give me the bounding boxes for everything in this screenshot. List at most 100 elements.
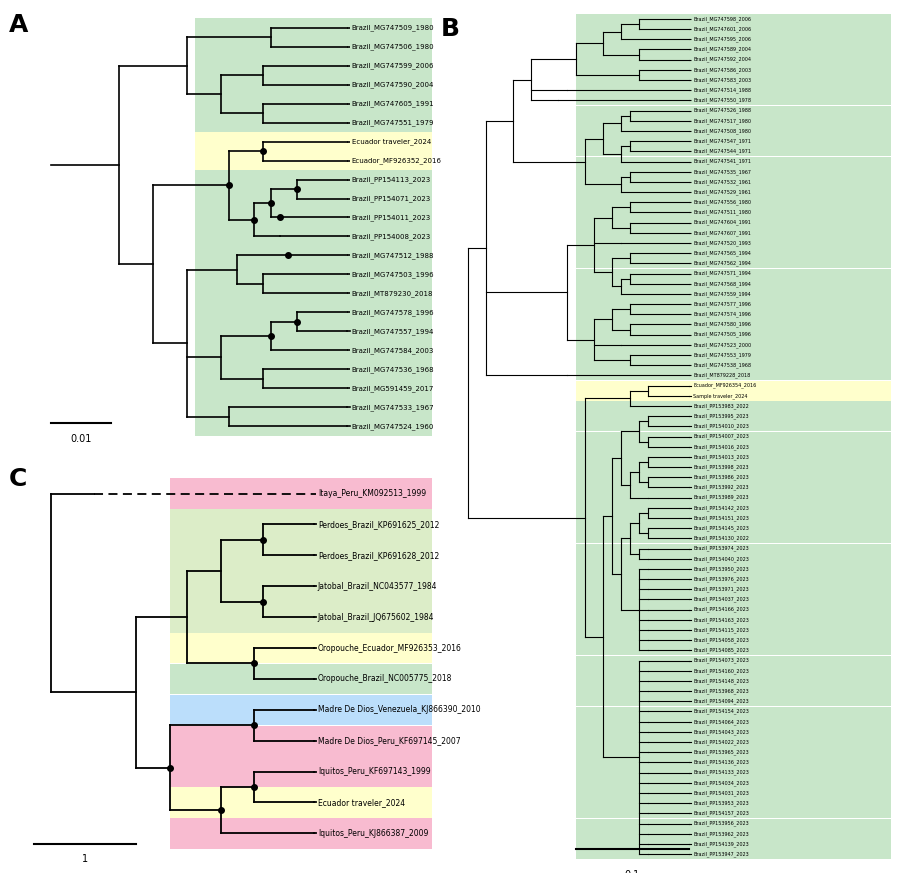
FancyBboxPatch shape (576, 422, 891, 431)
FancyBboxPatch shape (576, 361, 891, 370)
FancyBboxPatch shape (576, 330, 891, 340)
FancyBboxPatch shape (576, 615, 891, 625)
Text: Brazil_MG747514_1988: Brazil_MG747514_1988 (693, 87, 751, 93)
Text: Brazil_PP153971_2023: Brazil_PP153971_2023 (693, 587, 749, 592)
FancyBboxPatch shape (576, 686, 891, 697)
Text: 1: 1 (82, 854, 88, 864)
FancyBboxPatch shape (195, 151, 432, 170)
Text: Brazil_PP154130_2022: Brazil_PP154130_2022 (693, 535, 749, 541)
FancyBboxPatch shape (576, 553, 891, 564)
Text: Brazil_MG747529_1961: Brazil_MG747529_1961 (693, 189, 751, 195)
Text: Brazil_MG747584_2003: Brazil_MG747584_2003 (352, 347, 434, 354)
Text: B: B (441, 17, 460, 41)
Text: Brazil_PP154145_2023: Brazil_PP154145_2023 (693, 526, 749, 531)
Text: Brazil_MG747544_1971: Brazil_MG747544_1971 (693, 148, 751, 155)
FancyBboxPatch shape (170, 663, 432, 694)
FancyBboxPatch shape (576, 136, 891, 146)
FancyBboxPatch shape (170, 540, 432, 571)
Text: Brazil_MG591459_2017: Brazil_MG591459_2017 (352, 385, 434, 392)
FancyBboxPatch shape (576, 217, 891, 228)
Text: Brazil_PP154034_2023: Brazil_PP154034_2023 (693, 780, 749, 786)
FancyBboxPatch shape (576, 370, 891, 381)
Text: Brazil_MT879228_2018: Brazil_MT879228_2018 (693, 373, 751, 378)
FancyBboxPatch shape (195, 189, 432, 208)
FancyBboxPatch shape (576, 503, 891, 512)
Text: Brazil_MG747574_1996: Brazil_MG747574_1996 (693, 312, 751, 317)
Text: 0.01: 0.01 (70, 434, 92, 444)
Text: Brazil_MG747578_1996: Brazil_MG747578_1996 (352, 309, 435, 316)
Text: Brazil_PP153995_2023: Brazil_PP153995_2023 (693, 413, 749, 419)
FancyBboxPatch shape (170, 602, 432, 633)
FancyBboxPatch shape (576, 798, 891, 808)
FancyBboxPatch shape (195, 18, 432, 38)
Text: Brazil_MG747571_1994: Brazil_MG747571_1994 (693, 271, 751, 277)
Text: Brazil_PP153989_2023: Brazil_PP153989_2023 (693, 495, 749, 500)
Text: Brazil_PP154133_2023: Brazil_PP154133_2023 (693, 770, 749, 775)
Text: Itaya_Peru_KM092513_1999: Itaya_Peru_KM092513_1999 (318, 489, 426, 498)
FancyBboxPatch shape (170, 757, 432, 787)
FancyBboxPatch shape (576, 819, 891, 828)
FancyBboxPatch shape (576, 299, 891, 309)
Text: Brazil_PP154113_2023: Brazil_PP154113_2023 (352, 176, 431, 183)
FancyBboxPatch shape (576, 320, 891, 329)
Text: Brazil_MG747523_2000: Brazil_MG747523_2000 (693, 342, 752, 347)
Text: Brazil_PP154022_2023: Brazil_PP154022_2023 (693, 739, 749, 745)
Text: Iquitos_Peru_KJ866387_2009: Iquitos_Peru_KJ866387_2009 (318, 828, 428, 838)
Text: Brazil_PP154037_2023: Brazil_PP154037_2023 (693, 596, 749, 602)
FancyBboxPatch shape (576, 391, 891, 401)
FancyBboxPatch shape (195, 227, 432, 246)
Text: Brazil_MG747598_2006: Brazil_MG747598_2006 (693, 16, 751, 22)
Text: Brazil_MT879230_2018: Brazil_MT879230_2018 (352, 290, 433, 297)
FancyBboxPatch shape (576, 839, 891, 849)
Text: Brazil_MG747592_2004: Brazil_MG747592_2004 (693, 57, 751, 63)
FancyBboxPatch shape (576, 808, 891, 819)
Text: Brazil_MG747559_1994: Brazil_MG747559_1994 (693, 291, 751, 297)
Text: Brazil_PP153962_2023: Brazil_PP153962_2023 (693, 831, 749, 836)
Text: Brazil_MG747562_1994: Brazil_MG747562_1994 (693, 260, 751, 266)
FancyBboxPatch shape (170, 633, 432, 663)
Text: Brazil_PP154013_2023: Brazil_PP154013_2023 (693, 454, 749, 460)
FancyBboxPatch shape (195, 170, 432, 189)
FancyBboxPatch shape (576, 197, 891, 207)
Text: Brazil_PP154160_2023: Brazil_PP154160_2023 (693, 668, 749, 674)
Text: Brazil_MG747536_1968: Brazil_MG747536_1968 (352, 366, 435, 373)
Text: Brazil_MG747524_1960: Brazil_MG747524_1960 (352, 423, 434, 430)
FancyBboxPatch shape (576, 278, 891, 289)
Text: Iquitos_Peru_KF697143_1999: Iquitos_Peru_KF697143_1999 (318, 767, 430, 776)
Text: Brazil_PP154151_2023: Brazil_PP154151_2023 (693, 515, 749, 521)
FancyBboxPatch shape (195, 133, 432, 151)
Text: Brazil_PP154073_2023: Brazil_PP154073_2023 (693, 657, 749, 663)
FancyBboxPatch shape (576, 636, 891, 645)
FancyBboxPatch shape (195, 303, 432, 322)
Text: Brazil_MG747547_1971: Brazil_MG747547_1971 (693, 138, 751, 144)
FancyBboxPatch shape (195, 113, 432, 132)
Text: Brazil_PP154154_2023: Brazil_PP154154_2023 (693, 709, 749, 714)
Text: Brazil_MG747601_2006: Brazil_MG747601_2006 (693, 26, 752, 32)
Text: Brazil_MG747586_2003: Brazil_MG747586_2003 (693, 67, 752, 72)
Text: C: C (9, 467, 27, 491)
FancyBboxPatch shape (576, 706, 891, 717)
Text: Brazil_PP154136_2023: Brazil_PP154136_2023 (693, 760, 749, 766)
FancyBboxPatch shape (576, 350, 891, 361)
Text: Brazil_MG747577_1996: Brazil_MG747577_1996 (693, 301, 751, 307)
Text: Oropouche_Ecuador_MF926353_2016: Oropouche_Ecuador_MF926353_2016 (318, 643, 462, 652)
Text: Madre De Dios_Venezuela_KJ866390_2010: Madre De Dios_Venezuela_KJ866390_2010 (318, 705, 481, 714)
FancyBboxPatch shape (576, 767, 891, 778)
FancyBboxPatch shape (195, 379, 432, 398)
FancyBboxPatch shape (576, 605, 891, 615)
FancyBboxPatch shape (195, 208, 432, 227)
FancyBboxPatch shape (576, 156, 891, 167)
Text: Brazil_MG747535_1967: Brazil_MG747535_1967 (693, 168, 751, 175)
FancyBboxPatch shape (576, 45, 891, 54)
FancyBboxPatch shape (170, 818, 432, 849)
FancyBboxPatch shape (576, 717, 891, 726)
FancyBboxPatch shape (170, 725, 432, 756)
Text: Brazil_MG747583_2003: Brazil_MG747583_2003 (693, 77, 752, 83)
Text: Madre De Dios_Peru_KF697145_2007: Madre De Dios_Peru_KF697145_2007 (318, 736, 461, 746)
FancyBboxPatch shape (576, 564, 891, 574)
FancyBboxPatch shape (576, 758, 891, 767)
FancyBboxPatch shape (195, 398, 432, 416)
Text: Perdoes_Brazil_KP691625_2012: Perdoes_Brazil_KP691625_2012 (318, 520, 439, 529)
FancyBboxPatch shape (576, 828, 891, 839)
FancyBboxPatch shape (576, 645, 891, 656)
